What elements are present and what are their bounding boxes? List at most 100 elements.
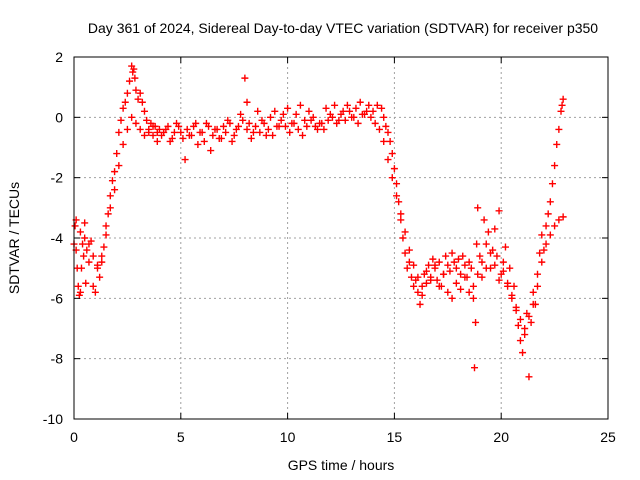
data-point <box>548 180 556 188</box>
data-point <box>294 125 302 133</box>
data-point <box>76 228 84 236</box>
data-point <box>247 134 255 142</box>
data-point <box>222 128 230 136</box>
data-point <box>108 177 116 185</box>
data-point <box>427 276 435 284</box>
data-point <box>121 98 129 106</box>
data-point <box>80 252 88 260</box>
data-point <box>209 131 217 139</box>
data-point <box>452 279 460 287</box>
y-tick-label: -10 <box>43 411 63 427</box>
data-point <box>382 122 390 130</box>
data-point <box>194 140 202 148</box>
data-point <box>100 243 108 251</box>
x-tick-label: 0 <box>70 429 78 445</box>
data-point <box>395 198 403 206</box>
data-point <box>465 258 473 266</box>
data-point <box>491 261 499 269</box>
data-point <box>102 222 110 230</box>
data-point <box>414 288 422 296</box>
data-point <box>555 125 563 133</box>
data-point <box>226 119 234 127</box>
data-point <box>245 119 253 127</box>
data-point <box>551 222 559 230</box>
data-point <box>478 258 486 266</box>
data-point <box>106 204 114 212</box>
data-point <box>93 264 101 272</box>
y-tick-label: -8 <box>51 351 64 367</box>
data-point <box>239 116 247 124</box>
data-point <box>143 116 151 124</box>
data-point <box>405 258 413 266</box>
data-point <box>179 134 187 142</box>
data-point <box>217 134 225 142</box>
data-point <box>260 119 268 127</box>
data-point <box>228 137 236 145</box>
data-point <box>461 261 469 269</box>
data-point <box>487 249 495 257</box>
data-point <box>316 119 324 127</box>
data-point <box>102 231 110 239</box>
data-point <box>322 104 330 112</box>
data-point <box>393 192 401 200</box>
data-point <box>452 264 460 272</box>
data-point <box>77 264 85 272</box>
data-point <box>170 128 178 136</box>
data-point <box>393 180 401 188</box>
data-point <box>79 240 87 248</box>
data-point <box>220 122 228 130</box>
data-point <box>346 107 354 115</box>
data-point <box>119 104 127 112</box>
data-point <box>301 116 309 124</box>
data-point <box>401 228 409 236</box>
data-point <box>516 337 524 345</box>
data-point <box>324 116 332 124</box>
data-point <box>136 125 144 133</box>
data-point <box>256 128 264 136</box>
data-point <box>343 101 351 109</box>
data-point <box>132 86 140 94</box>
data-point <box>352 104 360 112</box>
data-point <box>542 222 550 230</box>
data-point <box>542 240 550 248</box>
data-point <box>115 128 123 136</box>
data-point <box>491 225 499 233</box>
data-point <box>504 282 512 290</box>
data-point <box>196 128 204 136</box>
data-point <box>363 107 371 115</box>
data-point <box>482 240 490 248</box>
data-point <box>273 122 281 130</box>
data-point <box>331 101 339 109</box>
data-point <box>386 137 394 145</box>
data-point <box>269 131 277 139</box>
y-tick-label: -6 <box>51 290 64 306</box>
data-point <box>128 113 136 121</box>
data-point <box>407 273 415 281</box>
data-point <box>166 137 174 145</box>
data-point <box>177 128 185 136</box>
data-point <box>429 255 437 263</box>
data-point <box>262 131 270 139</box>
data-point <box>506 264 514 272</box>
data-point <box>473 240 481 248</box>
data-point <box>320 125 328 133</box>
data-point <box>540 246 548 254</box>
axis-ticks: 0 5 10 15 20 25 -10 -8 -6 -4 -2 0 2 <box>43 49 616 445</box>
data-point <box>136 89 144 97</box>
x-tick-label: 5 <box>177 429 185 445</box>
data-point <box>296 101 304 109</box>
x-tick-label: 10 <box>280 429 296 445</box>
data-point <box>529 300 537 308</box>
data-point <box>243 125 251 133</box>
data-point <box>431 261 439 269</box>
data-point <box>149 131 157 139</box>
data-point <box>85 240 93 248</box>
data-point <box>292 110 300 118</box>
data-point <box>264 125 272 133</box>
data-point <box>328 113 336 121</box>
data-point <box>277 116 285 124</box>
data-point <box>384 156 392 164</box>
data-point <box>281 122 289 130</box>
data-point <box>536 249 544 257</box>
data-point <box>241 74 249 82</box>
